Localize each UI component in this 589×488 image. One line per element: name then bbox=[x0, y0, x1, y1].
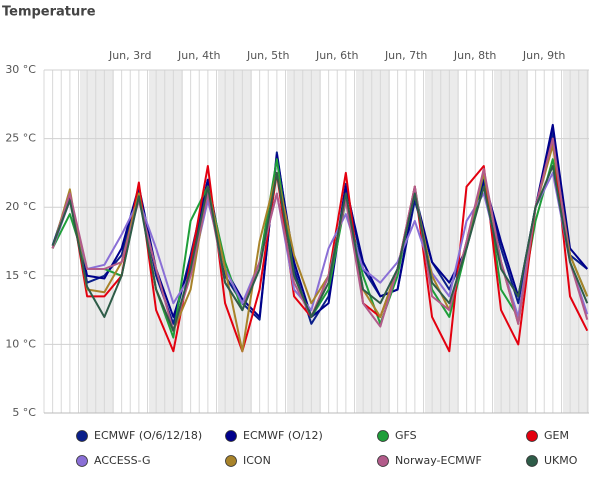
x-tick-label: Jun, 3rd bbox=[108, 49, 152, 62]
night-band bbox=[218, 70, 252, 413]
x-tick-label: Jun, 9th bbox=[522, 49, 565, 62]
legend-marker bbox=[526, 455, 538, 467]
legend-marker bbox=[526, 430, 538, 442]
series-line bbox=[51, 165, 589, 332]
y-tick-label: 10 °C bbox=[5, 337, 36, 350]
x-tick-label: Jun, 5th bbox=[246, 49, 289, 62]
chart-title: Temperature bbox=[2, 5, 96, 20]
legend-label: UKMO bbox=[544, 454, 578, 467]
legend-marker bbox=[377, 455, 389, 467]
night-band bbox=[80, 70, 114, 413]
y-tick-label: 5 °C bbox=[12, 406, 36, 419]
x-tick-label: Jun, 8th bbox=[453, 49, 496, 62]
legend-marker bbox=[76, 430, 88, 442]
legend-label: ACCESS-G bbox=[94, 454, 151, 467]
x-tick-label: Jun, 7th bbox=[384, 49, 427, 62]
x-tick-label: Jun, 6th bbox=[315, 49, 358, 62]
night-band bbox=[356, 70, 390, 413]
night-band bbox=[425, 70, 459, 413]
x-tick-label: Jun, 4th bbox=[177, 49, 220, 62]
legend-label: ECMWF (O/6/12/18) bbox=[94, 429, 202, 442]
legend: ECMWF (O/6/12/18) ECMWF (O/12) GFS GEM ACCES… bbox=[76, 429, 578, 467]
legend-marker bbox=[76, 455, 88, 467]
legend-label: Norway-ECMWF bbox=[395, 454, 482, 467]
legend-marker bbox=[377, 430, 389, 442]
night-band bbox=[287, 70, 321, 413]
y-tick-label: 30 °C bbox=[5, 63, 36, 76]
legend-marker bbox=[225, 430, 237, 442]
legend-label: GEM bbox=[544, 429, 569, 442]
legend-label: GFS bbox=[395, 429, 417, 442]
legend-label: ECMWF (O/12) bbox=[243, 429, 323, 442]
y-tick-label: 15 °C bbox=[5, 269, 36, 282]
y-tick-label: 25 °C bbox=[5, 132, 36, 145]
legend-marker bbox=[225, 455, 237, 467]
y-tick-label: 20 °C bbox=[5, 200, 36, 213]
night-shading bbox=[80, 70, 589, 413]
legend-label: ICON bbox=[243, 454, 271, 467]
